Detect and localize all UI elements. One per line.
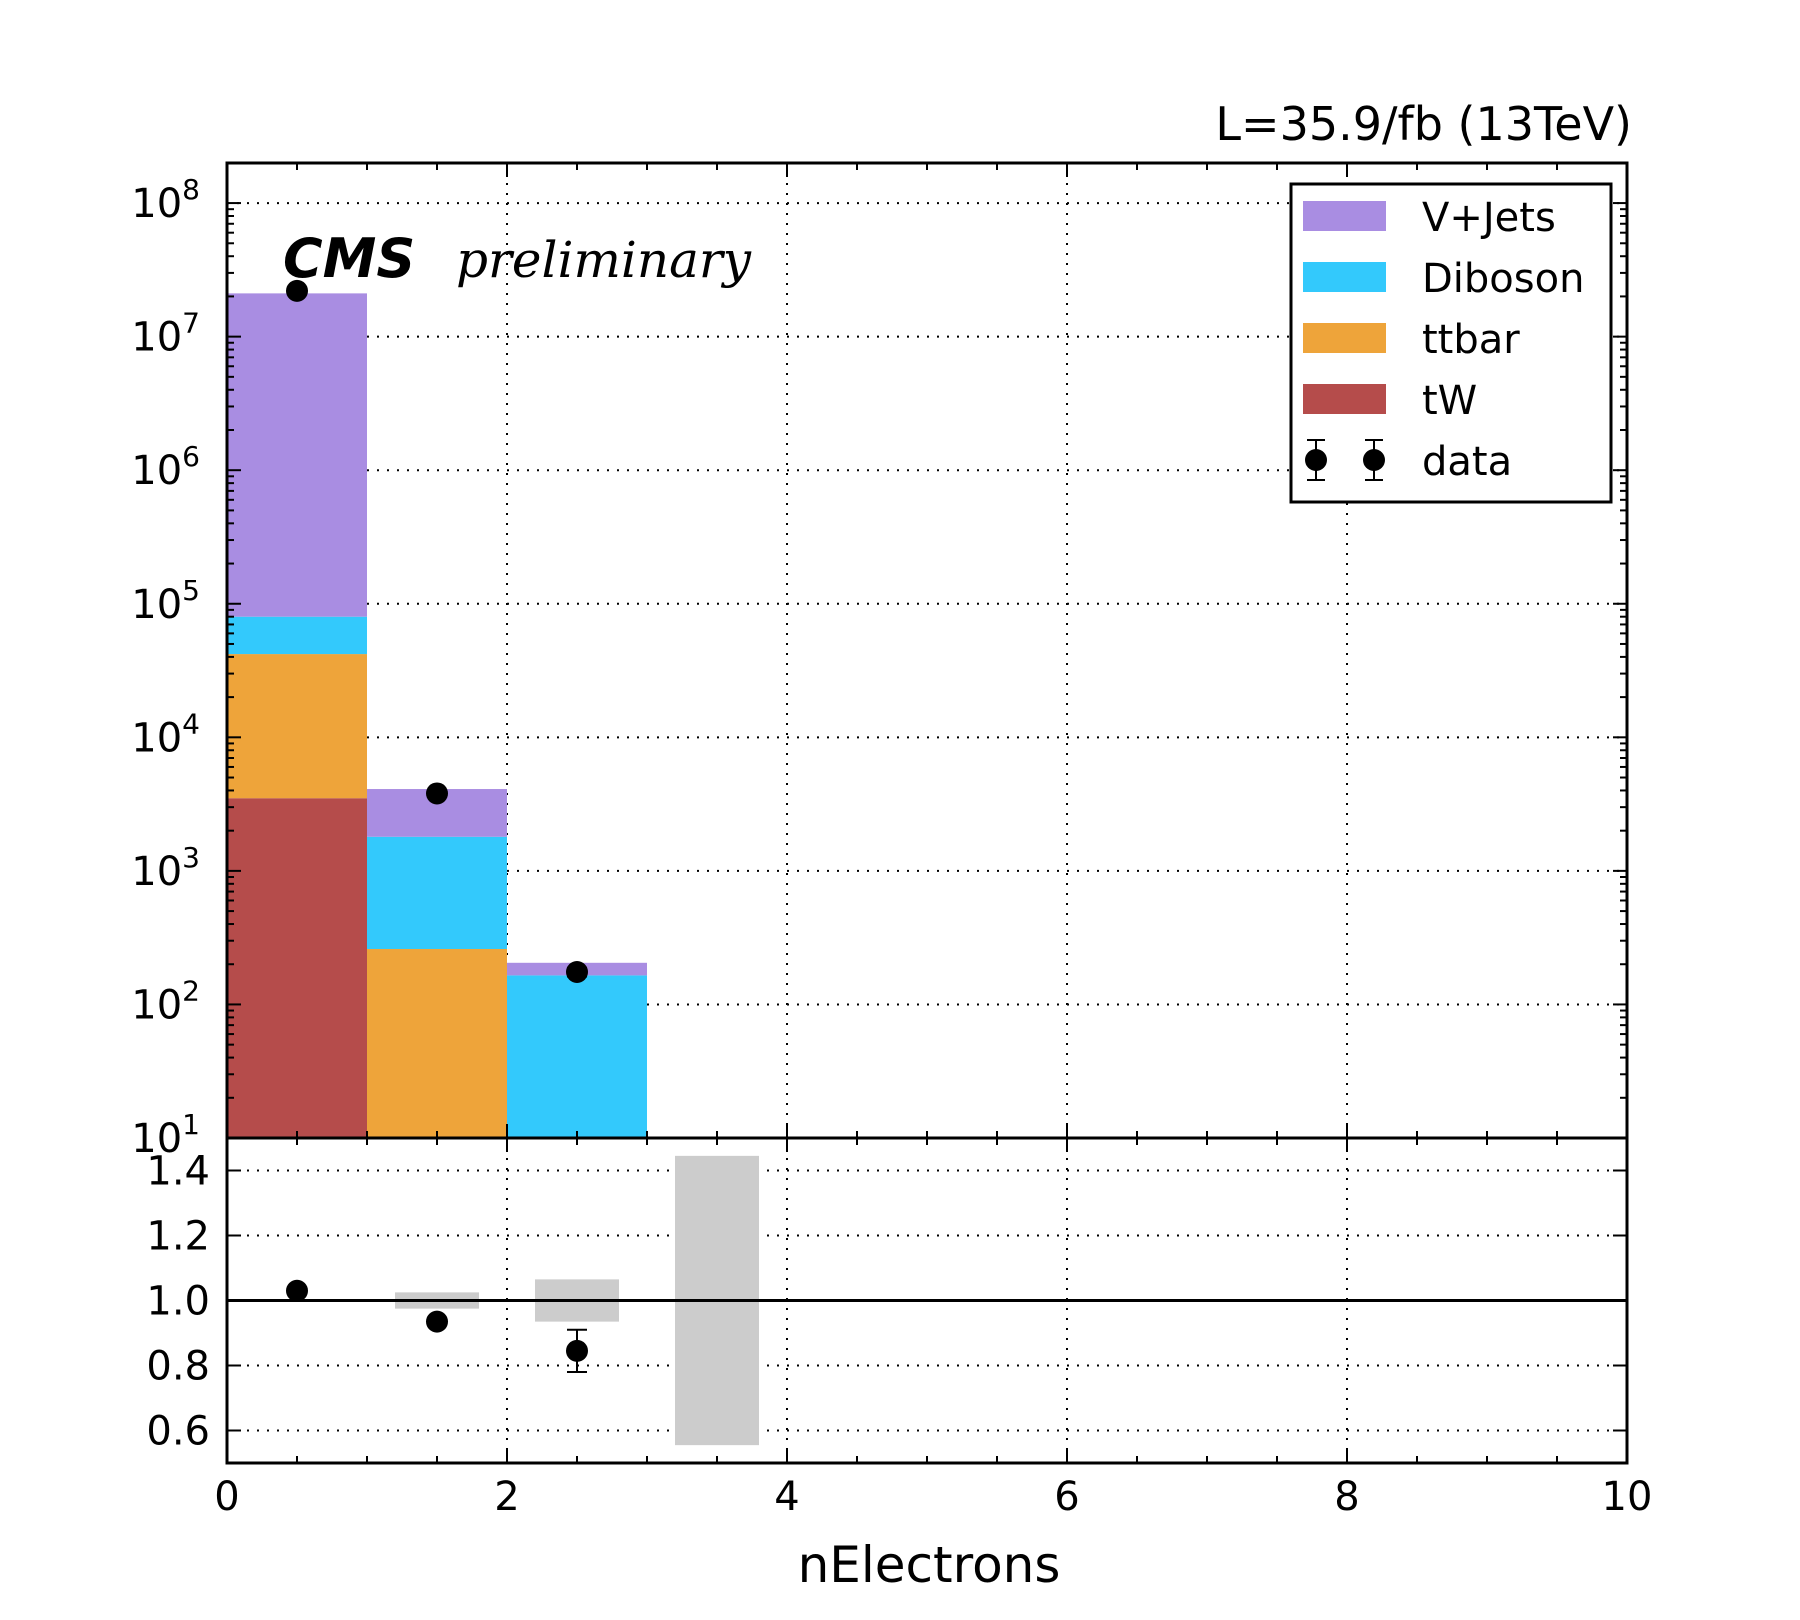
x-axis-title: nElectrons: [798, 1536, 1061, 1594]
ratio-y-tick-label: 1.2: [146, 1214, 210, 1260]
y-tick-exponent: 3: [182, 841, 200, 874]
bar-diboson: [507, 975, 647, 1138]
x-tick-label: 0: [214, 1474, 239, 1520]
stacked-bars: [227, 293, 647, 1138]
y-tick-label: 107: [131, 307, 200, 361]
legend-marker: [1363, 449, 1385, 471]
bar-diboson: [367, 836, 507, 950]
y-tick-label: 105: [131, 574, 200, 628]
y-tick-label: 104: [131, 707, 200, 761]
y-tick-label: 106: [131, 440, 200, 494]
data-points: [286, 279, 588, 1373]
y-tick-base: 10: [131, 849, 182, 895]
ratio-point: [426, 1310, 448, 1333]
y-tick-base: 10: [131, 582, 182, 628]
bar-diboson: [227, 616, 367, 655]
y-tick-base: 10: [131, 448, 182, 494]
legend: V+Jets Diboson ttbar tW data: [1289, 182, 1613, 504]
y-tick-exponent: 5: [182, 574, 200, 607]
y-tick-base: 10: [131, 715, 182, 761]
lumi-label: L=35.9/fb (13TeV): [1215, 97, 1632, 151]
legend-swatch: [1303, 384, 1386, 414]
y-tick-exponent: 7: [182, 307, 200, 340]
y-tick-label: 101: [131, 1108, 200, 1162]
axes: [225, 161, 1629, 1465]
ratio-point: [286, 1279, 308, 1302]
legend-label: Diboson: [1422, 256, 1584, 302]
axis-labels: 0 2 4 6 8 101011021031041051061071080.60.81.0…: [131, 173, 1652, 1520]
ratio-point: [566, 1339, 588, 1362]
y-tick-exponent: 8: [182, 173, 200, 206]
y-tick-base: 10: [131, 315, 182, 361]
y-tick-label: 102: [131, 974, 200, 1028]
cms-label: CMS: [283, 227, 415, 290]
ratio-y-tick-label: 0.6: [146, 1409, 210, 1455]
bar-v-jets: [227, 293, 367, 617]
ratio-y-tick-label: 0.8: [146, 1344, 210, 1390]
bar-ttbar: [227, 654, 367, 799]
y-tick-base: 10: [131, 1116, 182, 1162]
x-tick-label: 4: [774, 1474, 799, 1520]
y-tick-exponent: 4: [182, 707, 200, 740]
legend-swatch: [1303, 201, 1386, 231]
cms-sublabel: preliminary: [456, 231, 752, 289]
y-tick-exponent: 1: [182, 1108, 200, 1141]
legend-swatch: [1303, 262, 1386, 292]
y-tick-label: 103: [131, 841, 200, 895]
legend-label: V+Jets: [1422, 195, 1556, 241]
y-tick-exponent: 2: [182, 974, 200, 1007]
x-tick-label: 8: [1334, 1474, 1359, 1520]
legend-swatch: [1303, 323, 1386, 353]
data-point: [566, 960, 588, 983]
x-tick-label: 2: [494, 1474, 519, 1520]
legend-label: ttbar: [1422, 317, 1520, 363]
y-tick-base: 10: [131, 982, 182, 1028]
bar-ttbar: [367, 949, 507, 1138]
x-tick-label: 10: [1602, 1474, 1653, 1520]
x-tick-label: 6: [1054, 1474, 1079, 1520]
y-tick-exponent: 6: [182, 440, 200, 473]
data-point: [286, 279, 308, 302]
legend-marker: [1305, 449, 1327, 471]
legend-label: tW: [1422, 378, 1477, 424]
ratio-y-tick-label: 1.0: [146, 1279, 210, 1325]
legend-label: data: [1422, 439, 1512, 485]
y-tick-label: 108: [131, 173, 200, 227]
y-tick-base: 10: [131, 181, 182, 227]
bar-tw: [227, 798, 367, 1138]
ratio-y-tick-label: 1.4: [146, 1149, 210, 1195]
data-point: [426, 782, 448, 805]
